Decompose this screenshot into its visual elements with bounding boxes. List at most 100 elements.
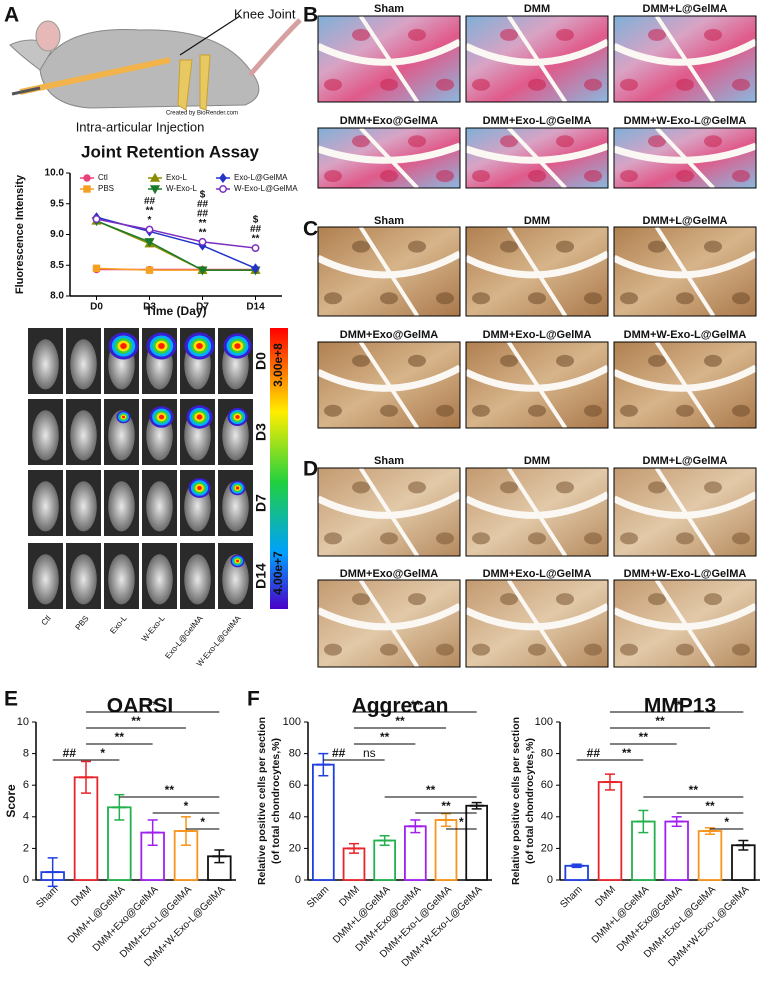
legend-label: W-Exo-L@GelMA [234,184,298,193]
imaging-signal [235,486,240,490]
tissue-blob [732,78,750,91]
tissue-blob [380,170,398,182]
histology-frame [317,127,461,189]
tissue-blob [352,481,370,494]
histology-frame [465,15,609,103]
panel-label: D [303,458,318,481]
comparison-label: ** [639,730,649,744]
tissue-blob [408,481,426,494]
tissue-blob [436,170,454,182]
tissue-blob [528,78,546,91]
tissue-blob [648,481,666,494]
tissue-blob [648,135,666,148]
tissue-blob [528,532,546,545]
tissue-blob [408,354,426,367]
joint-space [359,126,419,190]
tissue-blob [584,78,602,91]
y-tick-label: 20 [289,842,301,854]
x-tick-label: DMM [69,884,94,909]
panel-label: F [247,688,260,711]
histology-frame [317,226,461,317]
tissue-blob [408,240,426,253]
histology-frame [613,15,757,103]
histology-label: DMM+L@GelMA [643,215,728,227]
bar [664,820,689,881]
tissue-blob [620,170,638,182]
imaging-signal [235,559,240,563]
x-tick-label: DMM+L@GelMA [590,884,652,946]
histology-label: Sham [374,215,404,227]
tissue-blob [352,135,370,148]
comparison-label: ** [426,783,436,797]
y-tick-label: 0 [23,874,29,886]
histology-frame [613,341,757,429]
y-tick-label: 6 [23,779,29,791]
comparison-label: ## [332,746,346,760]
legend-marker [149,185,161,195]
tissue-blob [324,170,342,182]
comparison-label: ** [705,799,715,813]
imaging-column-label: PBS [73,614,90,632]
joint-space [506,225,568,318]
significance-mark: ** [199,218,207,229]
histology-label: DMM+Exo@GelMA [340,568,438,580]
tissue-blob [408,28,426,41]
tissue-blob [556,28,574,41]
tissue-blob [732,292,750,305]
x-tick-label: Sham [558,884,584,910]
comparison-label: ** [441,799,451,813]
histology-label: DMM+L@GelMA [643,455,728,467]
tissue-blob [620,404,638,417]
tissue-blob [380,404,398,417]
significance-mark: $ [200,190,206,201]
x-tick-label: Sham [305,884,331,910]
imaging-leg [32,410,59,461]
comparison-label: * [200,815,205,829]
panel-label: B [303,4,318,27]
comparison-label: ** [672,698,682,712]
tissue-blob [472,532,490,545]
y-tick-label: 100 [535,716,553,728]
colorbar [270,328,288,609]
tissue-blob [584,532,602,545]
tissue-blob [676,643,694,656]
tissue-blob [620,643,638,656]
y-tick-label: 8.0 [50,291,64,302]
tissue-blob [500,593,518,606]
imaging-signal [158,343,165,349]
panel-label: A [4,4,19,27]
tissue-blob [556,354,574,367]
y-axis-label: Relative positive cells per section [510,717,522,885]
imaging-leg [108,481,135,532]
y-tick-label: 60 [289,779,301,791]
marker [144,238,155,248]
histology-frame [465,467,609,557]
joint-space [506,14,568,104]
imaging-leg [146,554,173,605]
imaging-signal [196,343,203,349]
histology-frame [317,15,461,103]
significance-mark: ## [250,224,262,235]
comparison-label: ## [63,746,77,760]
tissue-blob [408,593,426,606]
tissue-blob [436,532,454,545]
legend-label: Ctl [98,173,108,182]
joint-space [506,466,568,558]
imaging-leg [32,339,59,390]
imaging-leg [70,554,97,605]
tissue-blob [472,404,490,417]
joint-space [358,578,420,669]
imaging-leg [70,339,97,390]
legend-label: W-Exo-L [166,184,198,193]
tissue-blob [704,28,722,41]
y-tick-label: 80 [541,748,553,760]
joint-space [654,225,716,318]
joint-space [358,340,420,430]
tissue-blob [620,292,638,305]
histology-label: DMM [524,215,550,227]
y-axis-label: (of total chondrocytes,%) [524,738,536,864]
tissue-blob [556,481,574,494]
joint-space [654,340,716,430]
y-tick-label: 8 [23,748,29,760]
